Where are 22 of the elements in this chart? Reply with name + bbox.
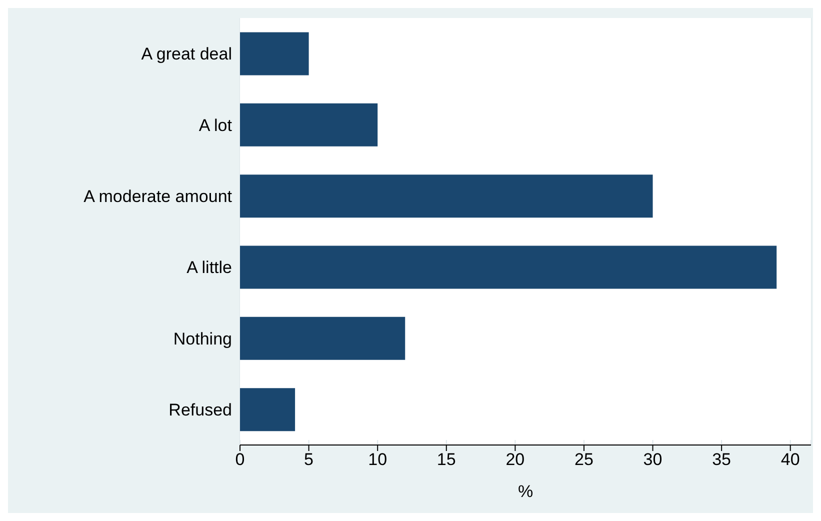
y-tick-label: A moderate amount [84,186,232,206]
bar [240,32,309,76]
y-tick-label: A great deal [141,44,232,64]
x-tick-label: 15 [436,450,456,470]
x-tick-label: 0 [235,450,245,470]
bar [240,246,777,289]
y-tick-label: A little [186,258,232,278]
x-axis-title: % [518,482,534,501]
bar [240,103,378,146]
x-tick-label: 35 [712,450,732,470]
x-tick-label: 40 [780,450,800,470]
x-tick-label: 20 [506,450,525,470]
bar [240,174,653,218]
bar [240,316,406,360]
x-tick-label: 5 [304,450,314,470]
bar [240,388,296,432]
x-tick-label: 10 [368,450,388,470]
x-tick-label: 30 [643,450,662,470]
y-tick-label: Refused [168,400,232,420]
y-tick-label: Nothing [173,329,232,348]
x-tick-label: 25 [574,450,594,470]
y-tick-label: A lot [198,116,232,135]
